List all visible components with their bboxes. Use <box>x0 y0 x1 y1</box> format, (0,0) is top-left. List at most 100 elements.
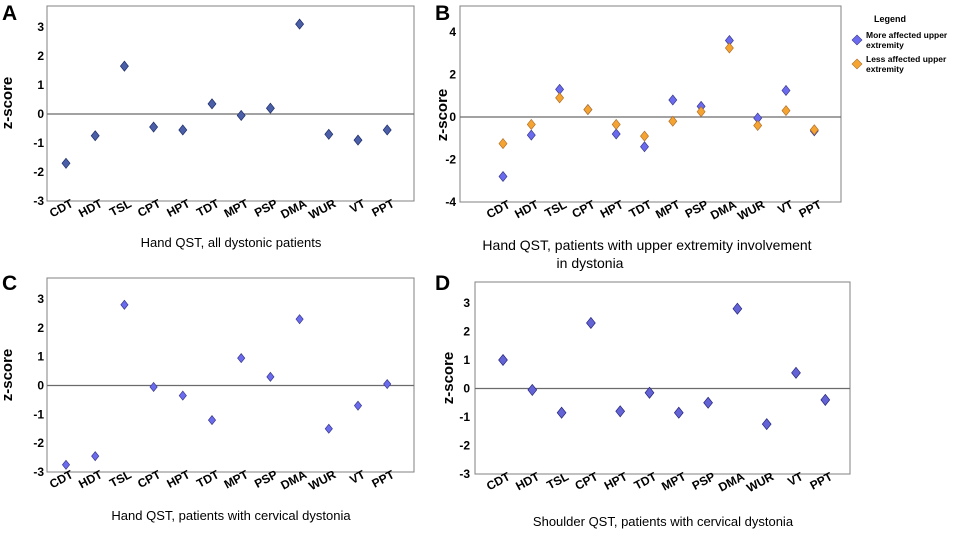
x-tick-label: VT <box>347 467 368 487</box>
legend-marker-less-affected <box>851 58 863 70</box>
plot-frame-d <box>474 281 851 475</box>
data-point <box>668 115 678 127</box>
legend-label-more-line2: extremity <box>866 40 904 50</box>
data-point <box>611 128 621 140</box>
data-point <box>237 353 246 364</box>
data-point <box>91 451 100 462</box>
data-point <box>791 366 801 379</box>
y-tick-label: 2 <box>37 321 44 335</box>
data-point <box>119 60 129 72</box>
caption-a: Hand QST, all dystonic patients <box>141 235 322 250</box>
data-point <box>383 378 392 390</box>
plot-frame-a <box>46 5 415 202</box>
y-tick-label: 0 <box>37 107 44 121</box>
y-tick-label: -4 <box>445 195 456 209</box>
y-tick-label: 0 <box>37 379 44 393</box>
y-tick-label: -3 <box>33 194 44 208</box>
data-point <box>615 405 626 418</box>
y-tick-label: 1 <box>37 350 44 364</box>
data-point <box>611 118 621 130</box>
data-point <box>703 396 713 409</box>
data-point <box>781 105 791 117</box>
y-tick-label: 3 <box>37 292 44 306</box>
y-tick-label: -2 <box>445 153 456 167</box>
caption-b-line2: in dystonia <box>557 255 624 271</box>
data-point <box>644 386 655 399</box>
data-point <box>781 84 791 96</box>
y-ticks-b: -4 -2 0 2 4 <box>445 25 456 209</box>
data-point <box>527 383 538 396</box>
data-point <box>324 128 334 140</box>
data-point <box>61 157 71 169</box>
x-tick-label: VT <box>775 197 796 217</box>
data-point <box>809 124 819 136</box>
y-tick-label: -1 <box>459 410 470 424</box>
y-axis-label-c: z-score <box>0 349 16 402</box>
data-point <box>382 124 392 136</box>
y-tick-label: -3 <box>33 465 44 479</box>
data-point <box>498 170 508 183</box>
data-point <box>668 94 678 106</box>
points-d <box>498 302 831 431</box>
points-b <box>498 34 819 183</box>
data-point <box>353 134 363 146</box>
x-tick-label: VT <box>785 469 806 489</box>
y-ticks-c: -3 -2 -1 0 1 2 3 <box>33 292 44 479</box>
y-tick-label: 2 <box>449 68 456 82</box>
data-point <box>178 124 188 136</box>
y-tick-label: -1 <box>33 407 44 421</box>
y-tick-label: 3 <box>37 20 44 34</box>
caption-d: Shoulder QST, patients with cervical dys… <box>533 514 794 529</box>
data-point <box>586 316 596 330</box>
data-point <box>724 42 734 54</box>
data-point <box>324 423 333 434</box>
y-tick-label: 2 <box>463 325 470 339</box>
legend-label-less-line1: Less affected upper <box>866 54 947 64</box>
data-point <box>178 390 187 401</box>
data-point <box>498 138 508 150</box>
y-tick-label: 3 <box>463 296 470 310</box>
x-tick-label: VT <box>347 196 368 216</box>
points-c <box>61 299 392 470</box>
data-point <box>640 130 649 142</box>
legend-title: Legend <box>874 14 906 24</box>
y-tick-label: -2 <box>33 436 44 450</box>
y-tick-label: 1 <box>463 353 470 367</box>
data-point <box>353 400 363 411</box>
y-tick-label: -2 <box>459 439 470 453</box>
plot-frame-c <box>46 277 415 473</box>
legend-label-less-line2: extremity <box>866 64 904 74</box>
data-point <box>583 104 593 116</box>
data-point <box>265 102 275 114</box>
data-point <box>295 314 304 325</box>
data-point <box>673 406 684 419</box>
points-a <box>61 18 392 169</box>
y-axis-label-a: z-score <box>0 77 16 130</box>
data-point <box>640 141 649 153</box>
panel-letter-b: B <box>435 2 450 25</box>
data-point <box>236 109 246 122</box>
y-tick-label: -2 <box>33 165 44 179</box>
y-tick-label: 1 <box>37 78 44 92</box>
plot-frame-b <box>459 5 842 203</box>
y-tick-label: -1 <box>33 136 44 150</box>
data-point <box>556 406 567 419</box>
data-point <box>207 415 217 426</box>
y-axis-label-b: z-score <box>434 89 451 142</box>
data-point <box>732 302 743 315</box>
panel-letter-a: A <box>2 2 17 25</box>
data-point <box>753 119 763 132</box>
legend: Legend More affected upper extremity Les… <box>851 14 948 74</box>
y-ticks-a: -3 -2 -1 0 1 2 3 <box>33 20 44 208</box>
panel-letter-d: D <box>435 272 450 295</box>
caption-c: Hand QST, patients with cervical dystoni… <box>111 508 351 523</box>
data-point <box>149 121 159 133</box>
y-tick-label: 4 <box>449 25 456 39</box>
data-point <box>149 381 158 393</box>
y-axis-label-d: z-score <box>440 352 457 405</box>
data-point <box>696 106 706 118</box>
